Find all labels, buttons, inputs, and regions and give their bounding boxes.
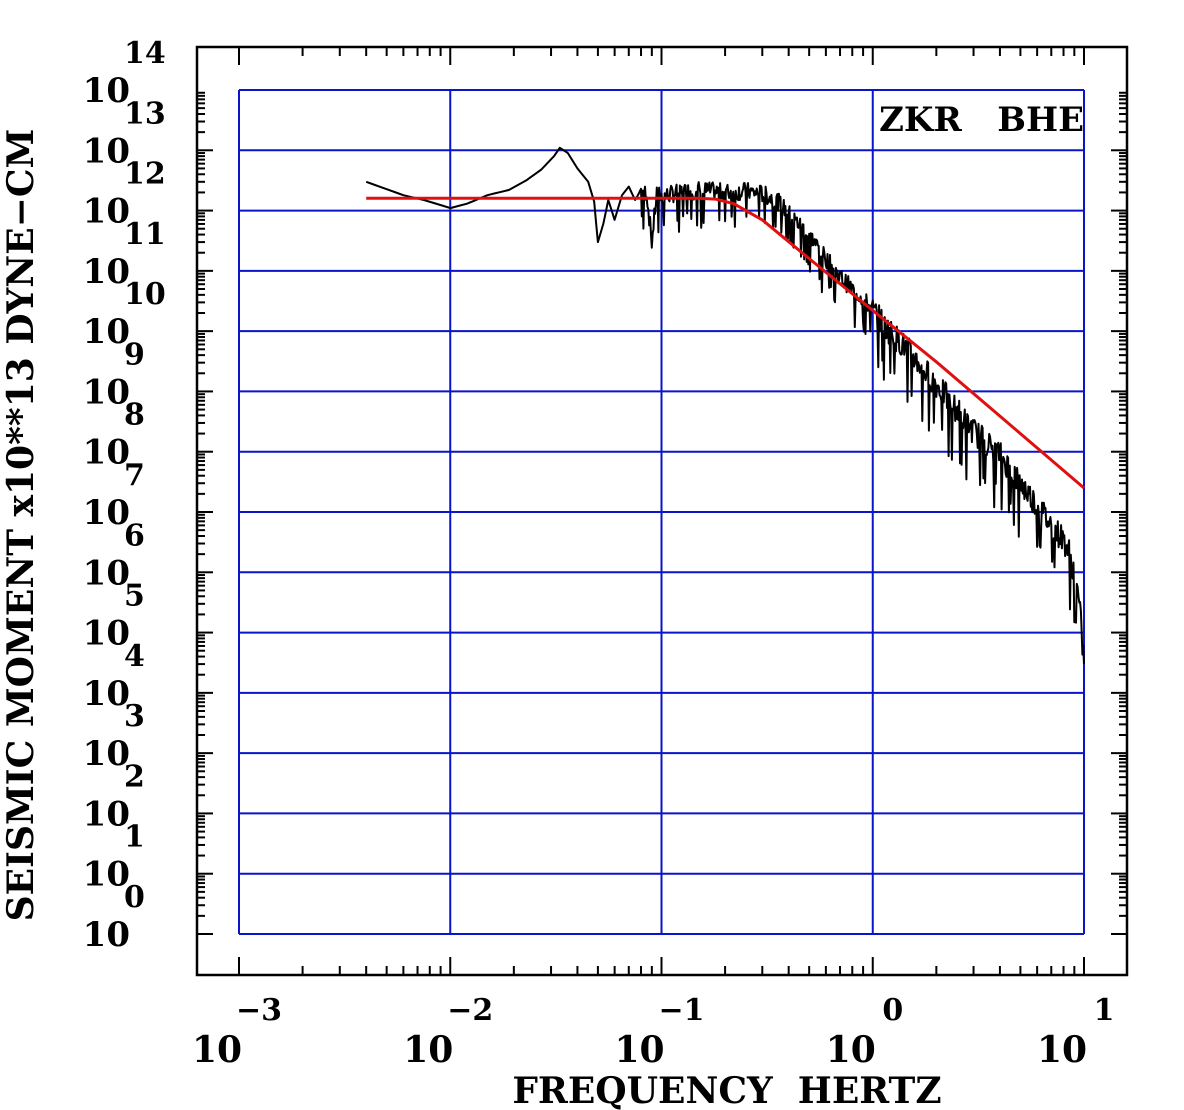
y-tick-label-base: 10: [83, 855, 130, 895]
y-tick-label-base: 10: [83, 674, 130, 714]
x-tick-label-exponent: 1: [1094, 993, 1115, 1028]
y-tick-label-exponent: 10: [124, 277, 166, 312]
y-tick-labels: 1001011021031041051061071081091010101110…: [83, 36, 166, 955]
y-tick-label-base: 10: [83, 71, 130, 111]
y-tick-label-base: 10: [83, 553, 130, 593]
y-tick-label-base: 10: [83, 915, 130, 955]
y-tick-label-exponent: 4: [124, 639, 145, 674]
x-tick-label-exponent: −2: [447, 993, 493, 1028]
y-tick-label-exponent: 1: [124, 820, 145, 855]
y-tick-label-exponent: 2: [124, 759, 145, 794]
y-tick-label-exponent: 9: [124, 337, 145, 372]
y-tick-label-base: 10: [83, 734, 130, 774]
y-tick-label-base: 10: [83, 433, 130, 473]
y-tick-label-exponent: 3: [124, 699, 145, 734]
model-fit-line: [366, 196, 1085, 490]
spectrum-line: [365, 146, 1085, 665]
x-tick-label-base: 10: [1037, 1029, 1087, 1071]
y-tick-label-exponent: 8: [124, 398, 145, 433]
y-tick-label-base: 10: [83, 493, 130, 533]
x-tick-label-base: 10: [826, 1029, 876, 1071]
x-tick-label-exponent: −1: [658, 993, 704, 1028]
y-axis-title: SEISMIC MOMENT x10**13 DYNE−CM: [0, 129, 42, 922]
y-tick-label-exponent: 13: [124, 96, 166, 131]
y-tick-label-base: 10: [83, 192, 130, 232]
x-axis-title: FREQUENCY HERTZ: [512, 1070, 941, 1110]
y-tick-label-exponent: 12: [124, 157, 166, 192]
x-tick-label-base: 10: [403, 1029, 453, 1071]
y-tick-label-exponent: 14: [124, 36, 166, 71]
x-tick-label-base: 10: [614, 1029, 664, 1071]
y-tick-label-exponent: 7: [124, 458, 145, 493]
station-label: ZKR BHE: [879, 100, 1084, 140]
y-tick-label-base: 10: [83, 372, 130, 412]
y-tick-label-base: 10: [83, 614, 130, 654]
y-tick-label-base: 10: [83, 794, 130, 834]
y-tick-label-base: 10: [83, 312, 130, 352]
y-tick-label-exponent: 5: [124, 579, 145, 614]
y-tick-label-exponent: 6: [124, 518, 145, 553]
y-tick-label-base: 10: [83, 252, 130, 292]
y-tick-label-base: 10: [83, 131, 130, 171]
y-tick-label-exponent: 0: [124, 880, 145, 915]
y-tick-label-exponent: 11: [124, 217, 166, 252]
x-tick-label-base: 10: [192, 1029, 242, 1071]
series-group: [365, 146, 1085, 665]
x-tick-label-exponent: −3: [236, 993, 282, 1028]
axis-ticks: [197, 47, 1127, 975]
x-tick-label-exponent: 0: [882, 993, 903, 1028]
plot-grid: [238, 89, 1085, 935]
